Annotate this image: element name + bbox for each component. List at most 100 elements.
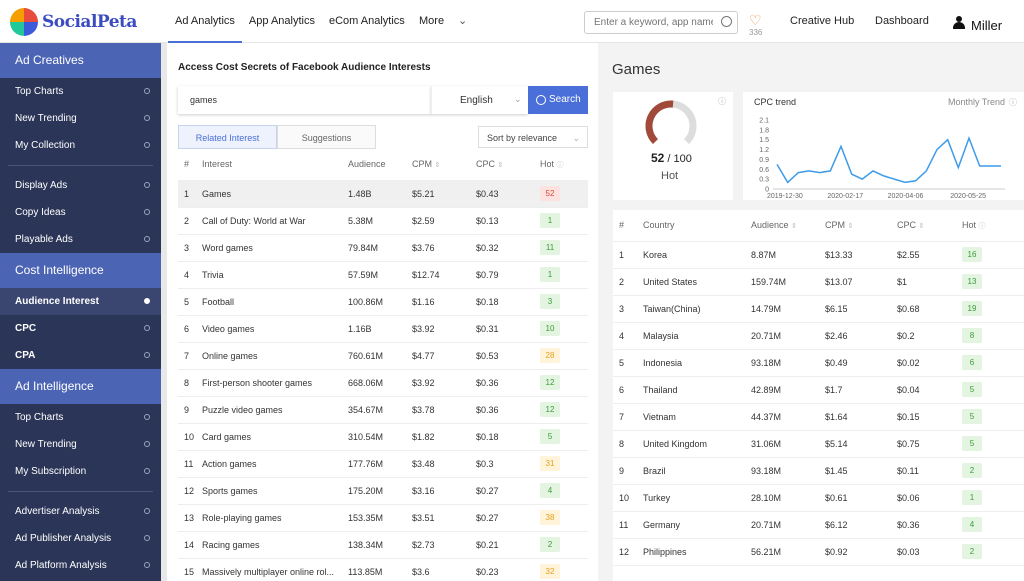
cpc-value: $0.23: [476, 558, 540, 581]
chevron-down-icon: ⌄: [572, 133, 580, 143]
sidebar-item-my-subscription[interactable]: My Subscription: [0, 458, 161, 485]
sidebar-item-new-trending-2[interactable]: New Trending: [0, 431, 161, 458]
table-row[interactable]: 1 Games 1.48B $5.21 $0.43 52: [178, 180, 588, 208]
col-interest: Interest: [202, 149, 348, 181]
col-audience[interactable]: Audience: [348, 149, 412, 181]
user-name[interactable]: Miller: [971, 18, 1003, 33]
table-row[interactable]: 2 United States 159.74M $13.07 $1 13: [613, 268, 1024, 296]
table-row[interactable]: 5 Football 100.86M $1.16 $0.18 3: [178, 288, 588, 316]
interest-name[interactable]: Call of Duty: World at War: [202, 207, 348, 235]
table-row[interactable]: 6 Video games 1.16B $3.92 $0.31 10: [178, 315, 588, 343]
table-row[interactable]: 14 Racing games 138.34M $2.73 $0.21 2: [178, 531, 588, 559]
sidebar-item-cpc[interactable]: CPC: [0, 315, 161, 342]
table-row[interactable]: 3 Word games 79.84M $3.76 $0.32 11: [178, 234, 588, 262]
table-row[interactable]: 11 Germany 20.71M $6.12 $0.36 4: [613, 511, 1024, 539]
col-cpm[interactable]: CPM ⇕: [825, 210, 897, 242]
chevron-down-icon[interactable]: ⌄: [458, 15, 468, 27]
sidebar-item-copy-ideas[interactable]: Copy Ideas: [0, 199, 161, 226]
table-row[interactable]: 6 Thailand 42.89M $1.7 $0.04 5: [613, 376, 1024, 404]
table-row[interactable]: 15 Massively multiplayer online rol... 113…: [178, 558, 588, 581]
sidebar-item-top-charts-2[interactable]: Top Charts: [0, 404, 161, 431]
sidebar-section-cost-intelligence[interactable]: Cost Intelligence: [0, 253, 161, 288]
sidebar-item-cpa[interactable]: CPA: [0, 342, 161, 369]
table-row[interactable]: 9 Puzzle video games 354.67M $3.78 $0.36 12: [178, 396, 588, 424]
table-row[interactable]: 13 Role-playing games 153.35M $3.51 $0.27 38: [178, 504, 588, 532]
cpc-value: $0.02: [897, 349, 962, 377]
sidebar-item-playable-ads[interactable]: Playable Ads: [0, 226, 161, 253]
dashboard-link[interactable]: Dashboard: [875, 15, 929, 27]
interest-name[interactable]: Sports games: [202, 477, 348, 505]
col-cpc[interactable]: CPC ⇕: [476, 149, 540, 181]
row-index: 8: [613, 430, 643, 458]
table-row[interactable]: 4 Trivia 57.59M $12.74 $0.79 1: [178, 261, 588, 289]
interest-name[interactable]: Massively multiplayer online rol...: [202, 558, 348, 581]
tab-app-analytics[interactable]: App Analytics: [248, 15, 315, 27]
col-cpc[interactable]: CPC ⇕: [897, 210, 962, 242]
interest-name[interactable]: Racing games: [202, 531, 348, 559]
user-icon[interactable]: [953, 16, 965, 29]
sidebar-item-ad-platform-analysis[interactable]: Ad Platform Analysis: [0, 552, 161, 579]
table-row[interactable]: 2 Call of Duty: World at War 5.38M $2.59 $0.…: [178, 207, 588, 235]
table-row[interactable]: 12 Sports games 175.20M $3.16 $0.27 4: [178, 477, 588, 505]
global-search-input[interactable]: [585, 12, 713, 33]
interest-name[interactable]: Video games: [202, 315, 348, 343]
table-row[interactable]: 3 Taiwan(China) 14.79M $6.15 $0.68 19: [613, 295, 1024, 323]
interest-name[interactable]: Role-playing games: [202, 504, 348, 532]
search-icon[interactable]: [721, 16, 732, 27]
interest-name[interactable]: Online games: [202, 342, 348, 370]
col-cpm[interactable]: CPM ⇕: [412, 149, 476, 181]
sidebar-section-ad-intelligence[interactable]: Ad Intelligence: [0, 369, 161, 404]
sidebar-scrollbar[interactable]: [161, 43, 167, 581]
sidebar-item-ad-publisher-analysis[interactable]: Ad Publisher Analysis: [0, 525, 161, 552]
table-row[interactable]: 8 United Kingdom 31.06M $5.14 $0.75 5: [613, 430, 1024, 458]
hot-cell: 3: [540, 288, 588, 316]
table-row[interactable]: 5 Indonesia 93.18M $0.49 $0.02 6: [613, 349, 1024, 377]
info-icon[interactable]: ⓘ: [718, 97, 726, 106]
interest-name[interactable]: Football: [202, 288, 348, 316]
table-row[interactable]: 11 Action games 177.76M $3.48 $0.3 31: [178, 450, 588, 478]
table-row[interactable]: 12 Philippines 56.21M $0.92 $0.03 2: [613, 538, 1024, 566]
table-row[interactable]: 7 Vietnam 44.37M $1.64 $0.15 5: [613, 403, 1024, 431]
interest-name[interactable]: Puzzle video games: [202, 396, 348, 424]
table-row[interactable]: 10 Turkey 28.10M $0.61 $0.06 1: [613, 484, 1024, 512]
sidebar-item-audience-interest[interactable]: Audience Interest: [0, 288, 161, 315]
table-row[interactable]: 10 Card games 310.54M $1.82 $0.18 5: [178, 423, 588, 451]
row-index: 3: [178, 234, 202, 262]
more-menu[interactable]: More: [419, 15, 445, 27]
tab-ecom-analytics[interactable]: eCom Analytics: [328, 15, 405, 27]
heart-icon[interactable]: ♡: [749, 12, 762, 28]
sidebar-item-advertiser-analysis[interactable]: Advertiser Analysis: [0, 498, 161, 525]
logo[interactable]: SocialPeta: [10, 8, 137, 36]
tab-ad-analytics[interactable]: Ad Analytics: [168, 0, 242, 43]
sidebar-section-ad-creatives[interactable]: Ad Creatives: [0, 43, 161, 78]
sort-icon: ⇕: [497, 162, 504, 170]
sidebar-item-my-collection[interactable]: My Collection: [0, 132, 161, 159]
tab-suggestions[interactable]: Suggestions: [277, 125, 376, 149]
tab-related-interest[interactable]: Related Interest: [178, 125, 277, 149]
col-audience[interactable]: Audience ⇕: [751, 210, 825, 242]
interest-name[interactable]: Trivia: [202, 261, 348, 289]
sidebar-item-new-trending[interactable]: New Trending: [0, 105, 161, 132]
interest-search-input[interactable]: games: [178, 86, 431, 114]
table-row[interactable]: 9 Brazil 93.18M $1.45 $0.11 2: [613, 457, 1024, 485]
table-row[interactable]: 8 First-person shooter games 668.06M $3.92 $…: [178, 369, 588, 397]
interest-name[interactable]: Games: [202, 180, 348, 208]
interest-name[interactable]: Word games: [202, 234, 348, 262]
search-button[interactable]: Search: [528, 86, 588, 114]
cpm-value: $6.12: [825, 511, 897, 539]
sort-select[interactable]: Sort by relevance ⌄: [478, 126, 588, 148]
sidebar-item-top-charts[interactable]: Top Charts: [0, 78, 161, 105]
table-row[interactable]: 1 Korea 8.87M $13.33 $2.55 16: [613, 241, 1024, 269]
cpc-value: $0.2: [897, 322, 962, 350]
interest-name[interactable]: First-person shooter games: [202, 369, 348, 397]
interest-name[interactable]: Card games: [202, 423, 348, 451]
language-select[interactable]: English ⌄: [431, 86, 528, 114]
creative-hub-link[interactable]: Creative Hub: [790, 15, 855, 27]
hot-badge: 4: [962, 517, 982, 532]
table-row[interactable]: 7 Online games 760.61M $4.77 $0.53 28: [178, 342, 588, 370]
interest-name[interactable]: Action games: [202, 450, 348, 478]
info-icon[interactable]: ⓘ: [1009, 98, 1017, 107]
sidebar-item-display-ads[interactable]: Display Ads: [0, 172, 161, 199]
trend-mode[interactable]: Monthly Trend: [948, 97, 1006, 107]
table-row[interactable]: 4 Malaysia 20.71M $2.46 $0.2 8: [613, 322, 1024, 350]
